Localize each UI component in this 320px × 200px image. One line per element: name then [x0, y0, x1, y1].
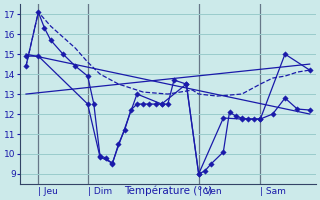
Text: | Ven: | Ven	[199, 187, 221, 196]
X-axis label: Température (°c): Température (°c)	[124, 185, 212, 196]
Text: | Dim: | Dim	[88, 187, 112, 196]
Text: | Jeu: | Jeu	[38, 187, 58, 196]
Text: | Sam: | Sam	[260, 187, 286, 196]
